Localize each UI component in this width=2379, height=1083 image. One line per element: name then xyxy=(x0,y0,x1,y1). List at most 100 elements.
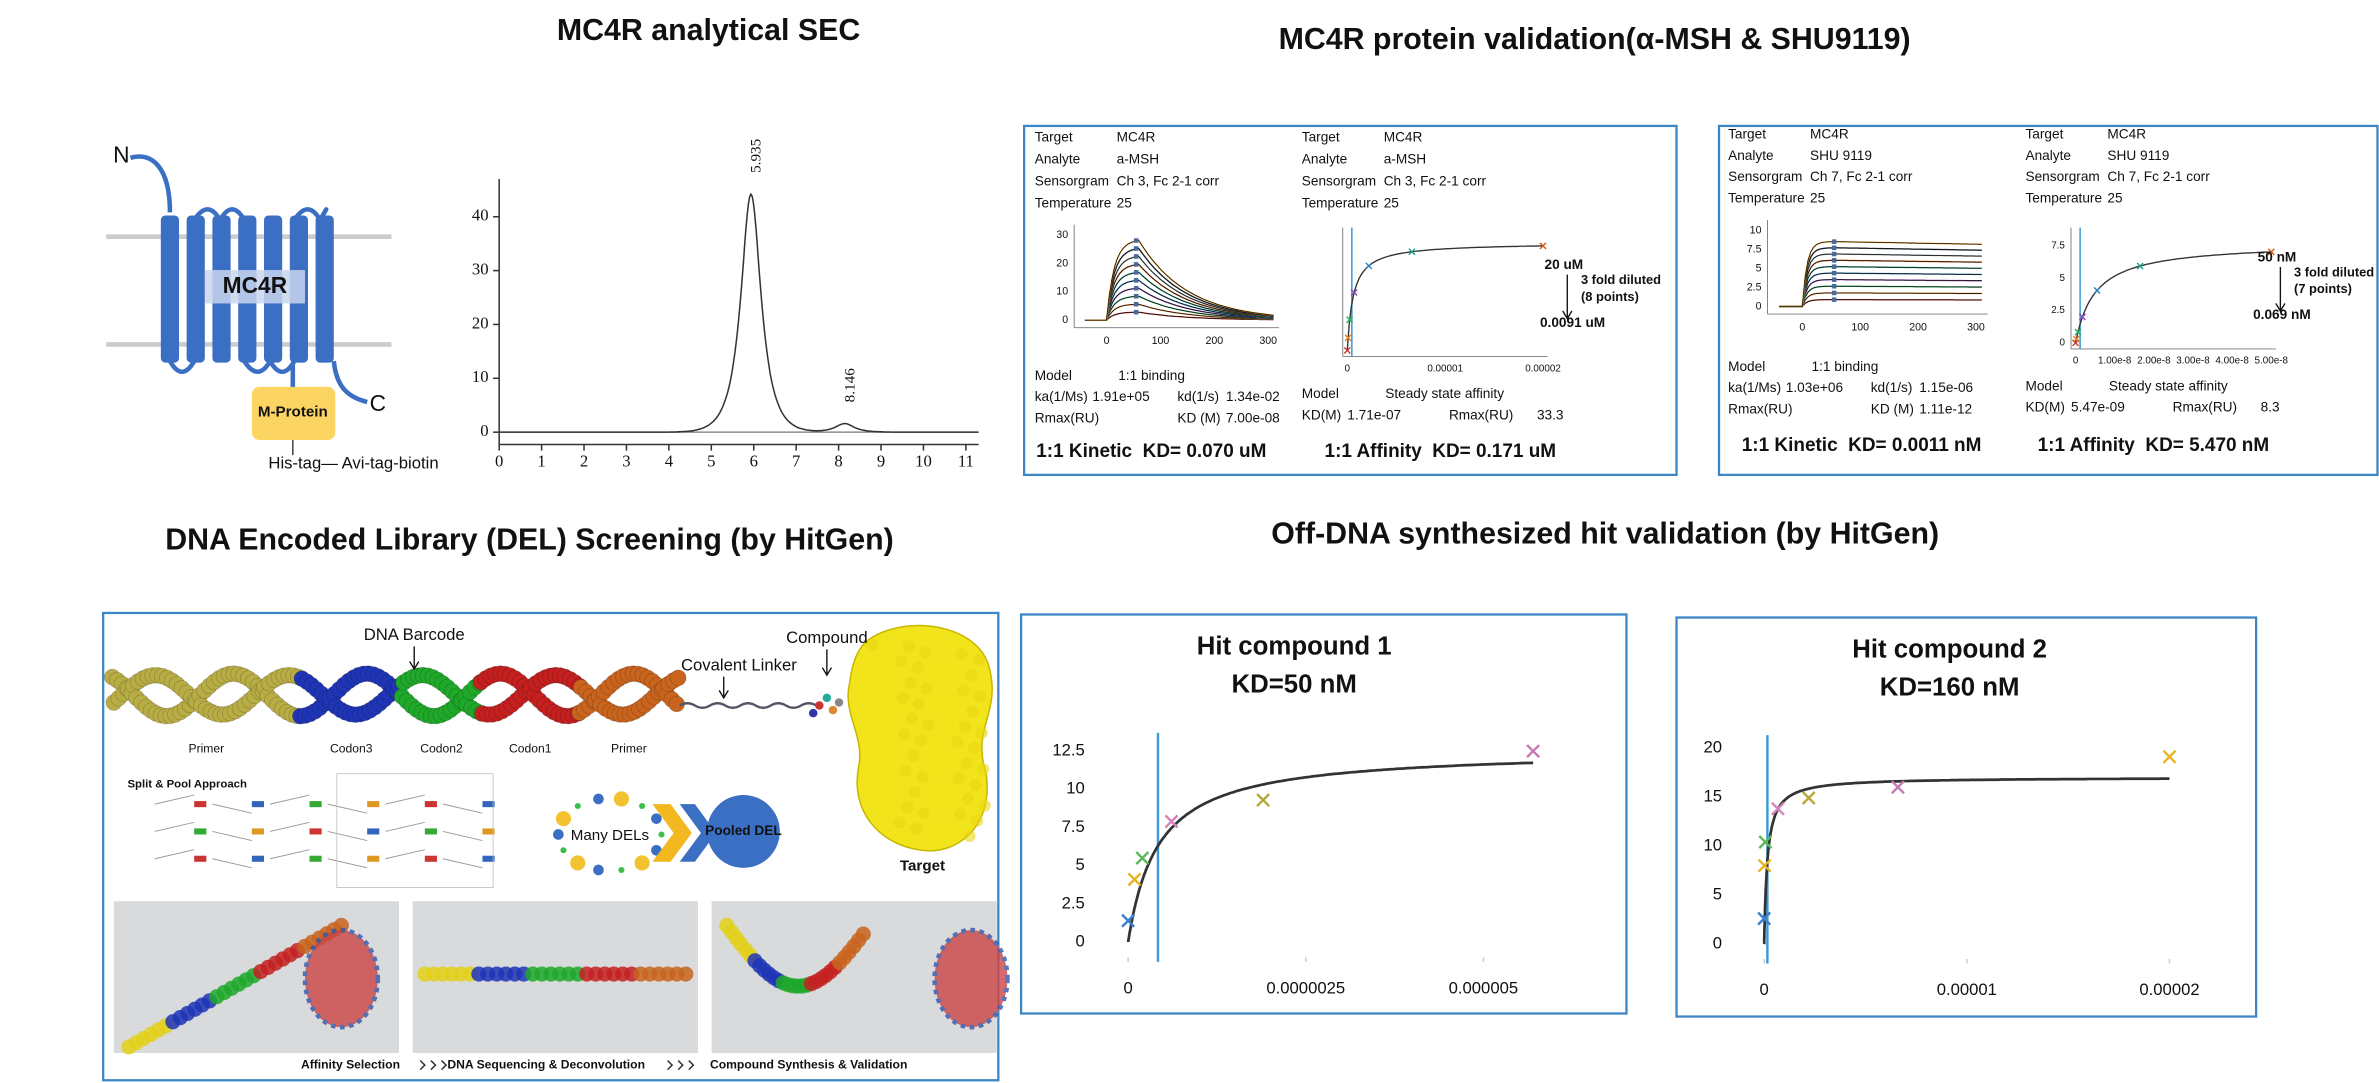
data-point xyxy=(1256,793,1271,807)
y-tick-label: 15 xyxy=(1703,786,1722,805)
meta-label: Sensorgram xyxy=(1302,174,1376,189)
scheme-line xyxy=(327,858,368,869)
affinity-point xyxy=(2074,328,2082,336)
data-point xyxy=(1526,744,1541,759)
sensorgram-fit xyxy=(1084,303,1274,321)
kd-label: kd(1/s) xyxy=(1177,389,1219,404)
meta-value: Ch 3, Fc 2-1 corr xyxy=(1384,174,1487,189)
y-tick-label: 10 xyxy=(1750,224,1762,236)
target-texture xyxy=(893,816,906,829)
meta-value: 25 xyxy=(2107,190,2123,205)
sensorgram-fit xyxy=(1779,266,1982,307)
x-tick-label: 0 xyxy=(1345,363,1351,374)
photo-protein xyxy=(302,927,381,1030)
chart-title: Hit compound 1 xyxy=(1197,633,1392,661)
target-texture xyxy=(898,728,911,741)
library-dot xyxy=(560,847,567,854)
scheme-line xyxy=(385,849,425,860)
target-texture xyxy=(896,691,909,704)
x-tick-label: 6 xyxy=(750,452,758,471)
scheme-line xyxy=(154,849,195,860)
scheme-line xyxy=(154,821,195,832)
x-tick-label: 2.00e-8 xyxy=(2137,356,2171,367)
report-point xyxy=(1133,293,1139,299)
label: Target xyxy=(900,857,945,874)
label: Split & Pool Approach xyxy=(127,778,247,790)
target-texture xyxy=(908,785,921,799)
y-tick-label: 0 xyxy=(1062,314,1068,326)
scheme-line xyxy=(269,821,310,832)
report-point xyxy=(1133,270,1139,275)
x-tick-label: 1 xyxy=(537,452,545,471)
hits-title: Off-DNA synthesized hit validation (by H… xyxy=(1271,518,1939,551)
data-point xyxy=(1164,814,1179,829)
library-dot xyxy=(613,791,629,807)
affinity-point xyxy=(1346,316,1354,324)
ka-label: ka(1/Ms) xyxy=(1728,380,1781,395)
step-chevron xyxy=(440,1060,448,1071)
meta-value: MC4R xyxy=(1810,127,1849,142)
x-tick-label: 0 xyxy=(2073,356,2079,367)
target-texture xyxy=(866,638,879,651)
affinity-point xyxy=(2267,248,2275,256)
data-point xyxy=(1758,835,1773,850)
sensorgram-fit xyxy=(1779,279,1982,307)
chart-subtitle: KD=50 nM xyxy=(1232,671,1357,699)
summary: 1:1 Kinetic KD= 0.0011 nM xyxy=(1742,435,1982,456)
y-tick-label: 0 xyxy=(1713,933,1722,952)
meta-label: Sensorgram xyxy=(1035,174,1109,189)
sensorgram-fit xyxy=(1084,287,1274,321)
data-point xyxy=(1135,851,1150,866)
scheme-inset xyxy=(336,773,494,888)
meta-label: Target xyxy=(2025,127,2063,142)
model-value: 1:1 binding xyxy=(1812,359,1879,374)
x-tick-label: 200 xyxy=(1909,322,1927,334)
scheme-box xyxy=(309,828,322,835)
affinity-point xyxy=(1344,334,1352,342)
y-tick-label: 0 xyxy=(480,421,488,440)
peak-label: 5.935 xyxy=(748,139,765,173)
del-title: DNA Encoded Library (DEL) Screening (by … xyxy=(165,524,894,557)
report-point xyxy=(1133,309,1139,315)
ka-label: ka(1/Ms) xyxy=(1035,389,1088,404)
affinity-point xyxy=(1365,262,1373,270)
y-tick-label: 10 xyxy=(1703,835,1722,854)
KD-value: 7.00e-08 xyxy=(1226,410,1280,425)
sensorgram-fit xyxy=(1779,241,1982,307)
target-texture xyxy=(967,741,981,755)
model-label: Model xyxy=(1035,368,1072,383)
chart-title: Hit compound 2 xyxy=(1852,636,2047,664)
library-dot xyxy=(634,855,650,871)
meta-label: Temperature xyxy=(1302,196,1379,211)
chart-subtitle: KD=160 nM xyxy=(1880,674,2020,702)
meta-label: Sensorgram xyxy=(1728,169,1802,184)
report-point xyxy=(1831,290,1837,296)
y-tick-label: 12.5 xyxy=(1052,741,1084,760)
target-texture xyxy=(977,763,990,776)
target-texture xyxy=(895,655,908,668)
x-tick-label: 5 xyxy=(707,452,715,471)
annotation: (7 points) xyxy=(2294,281,2352,296)
target-texture xyxy=(957,684,970,697)
x-tick-label: 0.00002 xyxy=(1525,363,1561,374)
report-point xyxy=(1133,246,1139,251)
KD-label: KD(M) xyxy=(1302,407,1341,422)
target-texture xyxy=(975,726,988,739)
y-tick-label: 30 xyxy=(1056,229,1068,241)
annotation-arrowhead xyxy=(1562,310,1573,320)
scheme-box xyxy=(482,801,495,808)
receptor-schematic: N C MC4R M-Protein His-tag— Avi-tag-biot… xyxy=(106,141,439,473)
ka-value: 1.91e+05 xyxy=(1092,389,1150,404)
y-tick-label: 10 xyxy=(1066,779,1085,798)
y-tick-label: 20 xyxy=(1056,257,1068,269)
scheme-box xyxy=(424,855,437,862)
scheme-line xyxy=(212,803,252,814)
compound-atom xyxy=(828,705,838,715)
step-chevron xyxy=(677,1060,684,1071)
data-point xyxy=(1890,780,1905,795)
KD-label: KD (M) xyxy=(1871,401,1914,416)
target-texture xyxy=(904,676,917,689)
scheme-box xyxy=(251,801,264,808)
target-texture xyxy=(907,749,920,762)
library-dot xyxy=(651,813,662,824)
